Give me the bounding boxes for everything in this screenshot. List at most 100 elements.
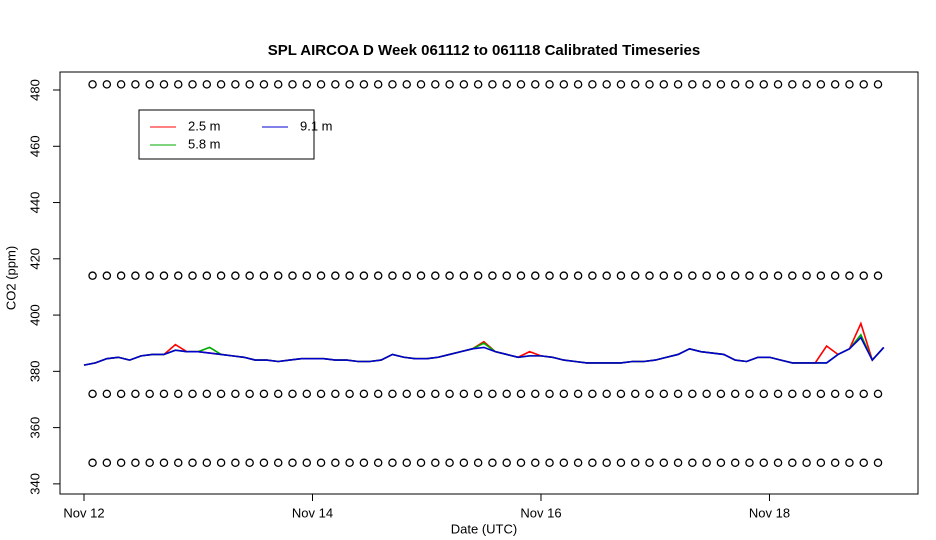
- calibration-point: [573, 271, 583, 280]
- calibration-point: [173, 458, 183, 468]
- calibration-point: [373, 458, 383, 468]
- calibration-point: [759, 389, 769, 399]
- calibration-point: [431, 389, 440, 399]
- calibration-point: [431, 271, 440, 280]
- calibration-point: [502, 80, 511, 89]
- legend-label: 5.8 m: [188, 136, 221, 151]
- calibration-point: [559, 80, 569, 89]
- calibration-point: [830, 80, 840, 89]
- calibration-point: [630, 458, 640, 468]
- calibration-point: [231, 80, 240, 89]
- calibration-point: [88, 389, 97, 399]
- calibration-point: [102, 458, 112, 468]
- calibration-point: [788, 80, 797, 89]
- calibration-point: [231, 458, 240, 468]
- calibration-point: [502, 389, 511, 399]
- calibration-point: [745, 389, 754, 399]
- calibration-point: [288, 80, 297, 89]
- series-line: [83, 336, 885, 366]
- calibration-point: [288, 458, 297, 468]
- calibration-point: [402, 80, 411, 89]
- calibration-point: [202, 458, 212, 468]
- chart-title: SPL AIRCOA D Week 061112 to 061118 Calib…: [268, 42, 700, 59]
- calibration-point: [773, 458, 783, 468]
- calibration-point: [802, 80, 811, 89]
- calibration-point: [773, 80, 783, 89]
- calibration-point: [516, 458, 526, 468]
- calibration-point: [459, 271, 469, 280]
- calibration-point: [188, 271, 197, 280]
- calibration-point: [116, 458, 126, 468]
- calibration-point: [331, 389, 340, 399]
- y-tick-label: 380: [27, 360, 42, 382]
- calibration-point: [188, 80, 197, 89]
- calibration-point: [302, 389, 312, 399]
- x-tick-label: Nov 18: [749, 505, 790, 520]
- y-tick-label: 420: [27, 248, 42, 270]
- x-tick-label: Nov 16: [520, 505, 561, 520]
- calibration-point: [688, 389, 697, 399]
- calibration-point: [445, 389, 454, 399]
- calibration-point: [216, 80, 226, 89]
- calibration-point: [245, 80, 254, 89]
- calibration-point: [673, 389, 683, 399]
- calibration-point: [416, 458, 426, 468]
- calibration-point: [573, 80, 583, 89]
- calibration-point: [602, 458, 611, 468]
- calibration-point: [531, 389, 540, 399]
- calibration-point: [145, 80, 154, 89]
- calibration-point: [588, 80, 597, 89]
- calibration-point: [645, 389, 654, 399]
- calibration-point: [316, 271, 326, 280]
- calibration-point: [588, 458, 597, 468]
- calibration-point: [131, 80, 140, 89]
- calibration-point: [402, 271, 411, 280]
- calibration-point: [331, 80, 340, 89]
- calibration-point: [545, 80, 554, 89]
- calibration-point: [231, 389, 240, 399]
- calibration-point: [345, 271, 354, 280]
- calibration-point: [745, 458, 754, 468]
- calibration-point: [216, 389, 226, 399]
- calibration-point: [445, 458, 454, 468]
- calibration-point: [231, 271, 240, 280]
- legend-label: 9.1 m: [300, 118, 333, 133]
- calibration-point: [688, 80, 697, 89]
- calibration-point: [316, 389, 326, 399]
- calibration-point: [759, 458, 769, 468]
- calibration-point: [216, 458, 226, 468]
- calibration-point: [331, 458, 340, 468]
- calibration-point: [830, 271, 840, 280]
- calibration-point: [573, 458, 583, 468]
- calibration-point: [402, 389, 411, 399]
- calibration-point: [730, 80, 740, 89]
- calibration-point: [345, 80, 354, 89]
- calibration-point: [416, 80, 426, 89]
- y-tick-label: 440: [27, 192, 42, 214]
- calibration-point: [673, 271, 683, 280]
- calibration-point: [788, 389, 797, 399]
- calibration-point: [688, 458, 697, 468]
- calibration-point: [773, 389, 783, 399]
- calibration-point: [273, 458, 283, 468]
- calibration-point: [145, 458, 154, 468]
- calibration-point: [873, 458, 883, 468]
- calibration-point: [730, 458, 740, 468]
- calibration-point: [830, 389, 840, 399]
- calibration-point: [730, 389, 740, 399]
- calibration-point: [388, 80, 397, 89]
- y-tick-label: 340: [27, 473, 42, 495]
- calibration-point: [488, 389, 497, 399]
- calibration-point: [773, 271, 783, 280]
- calibration-point: [845, 271, 854, 280]
- calibration-point: [388, 389, 397, 399]
- calibration-point: [116, 389, 126, 399]
- calibration-point: [159, 80, 169, 89]
- calibration-point: [245, 458, 254, 468]
- calibration-point: [788, 458, 797, 468]
- calibration-point: [345, 389, 354, 399]
- calibration-point: [359, 389, 369, 399]
- calibration-point: [716, 80, 726, 89]
